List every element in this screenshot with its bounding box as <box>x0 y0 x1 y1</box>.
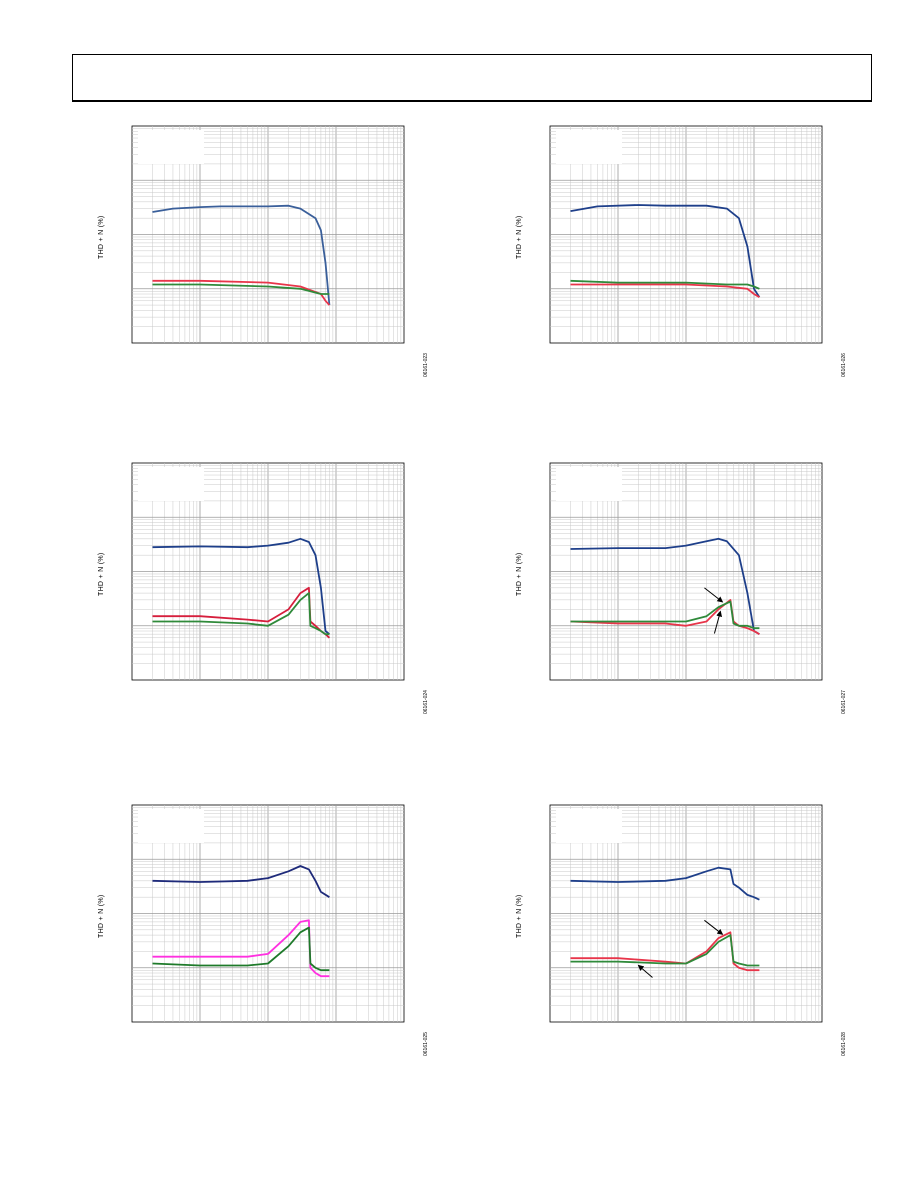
series-line-3 <box>570 600 760 630</box>
chart-svg <box>549 125 823 344</box>
series-line-1 <box>152 865 330 898</box>
series-line-3 <box>152 283 330 295</box>
chart-panel-2: THD + N (%) 06161-026 <box>513 118 847 398</box>
chart-svg <box>131 804 405 1023</box>
series-line-3 <box>152 926 330 972</box>
chart-svg <box>549 804 823 1023</box>
legend-area <box>556 467 622 501</box>
series-line-1 <box>570 866 760 901</box>
series-line-3 <box>570 279 760 290</box>
legend-area <box>556 809 622 843</box>
arrow-to-red-curve <box>704 919 724 935</box>
arrow-to-green-curve <box>713 610 722 634</box>
chart-svg <box>549 462 823 681</box>
chart-panel-5: THD + N (%) 06161-025 <box>95 797 429 1077</box>
chart-panel-6: THD + N (%) 06161-028 <box>513 797 847 1077</box>
legend-area <box>556 130 622 164</box>
series-line-2 <box>152 919 330 978</box>
arrow-to-red-curve <box>704 587 724 603</box>
grid <box>550 126 822 343</box>
page-header <box>72 54 872 102</box>
chart-svg <box>131 125 405 344</box>
series-line-2 <box>152 279 331 306</box>
series-line-1 <box>570 204 761 298</box>
series-line-1 <box>152 204 331 306</box>
series-line-1 <box>152 537 330 635</box>
series-line-3 <box>152 592 330 636</box>
legend-area <box>138 809 204 843</box>
series-line-3 <box>570 934 760 967</box>
series-line-2 <box>570 931 760 972</box>
arrow-to-green-curve <box>637 964 653 978</box>
chart-panel-1: THD + N (%) 06161-023 <box>95 118 429 398</box>
series-line-1 <box>570 537 760 635</box>
chart-svg <box>131 462 405 681</box>
legend-area <box>138 467 204 501</box>
chart-panel-3: THD + N (%) 06161-024 <box>95 455 429 735</box>
chart-panel-4: THD + N (%) 06161-027 <box>513 455 847 735</box>
legend-area <box>138 130 204 164</box>
series-line-2 <box>570 283 760 298</box>
